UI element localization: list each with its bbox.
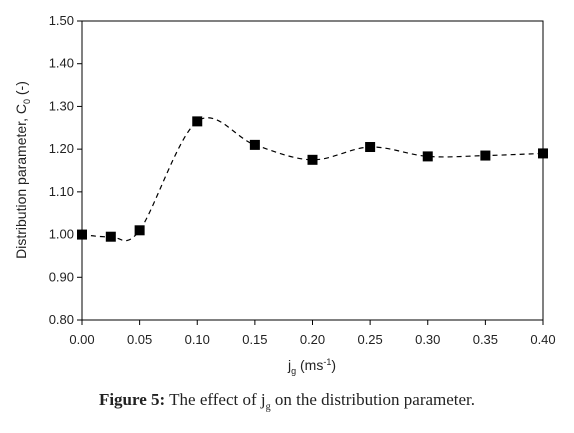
data-point <box>77 229 87 240</box>
caption-label: Figure 5: <box>98 390 166 409</box>
series-line <box>81 117 544 242</box>
x-tick-label: 0.15 <box>242 332 267 347</box>
series-markers <box>77 116 548 242</box>
x-tick-label: 0.10 <box>185 332 210 347</box>
data-point <box>422 151 433 162</box>
figure-caption: Figure 5: The effect of jg on the distri… <box>0 390 574 412</box>
chart: 0.800.901.001.101.201.301.401.50 0.00 0.0… <box>13 13 556 376</box>
y-tick-label: 1.10 <box>49 184 74 199</box>
caption-text-end: on the distribution parameter. <box>270 390 476 409</box>
x-axis-label: jg (ms-1) <box>287 357 336 376</box>
y-tick-label: 0.90 <box>49 269 74 284</box>
data-point <box>480 150 491 161</box>
y-tick-label: 1.40 <box>49 56 74 71</box>
y-axis: 0.80 0.90 1.00 1.10 1.20 1.30 1.40 1.50 <box>49 13 82 327</box>
x-tick-label: 0.20 <box>300 332 325 347</box>
x-tick-label: 0.30 <box>415 332 440 347</box>
data-point <box>365 142 376 153</box>
x-tick-label: 0.05 <box>127 332 152 347</box>
y-tick-label: 0.80 <box>49 312 74 327</box>
plot-frame <box>81 20 544 321</box>
data-point <box>134 225 145 236</box>
y-tick-label: 1.20 <box>49 141 74 156</box>
y-axis-label: Distribution parameter, C0 (-) <box>13 81 32 259</box>
data-point <box>105 231 116 242</box>
x-tick-label: 0.40 <box>530 332 555 347</box>
x-tick-label: 0.35 <box>473 332 498 347</box>
x-axis: 0.00 0.05 0.10 0.15 0.20 0.25 0.30 0.35 0.40 <box>69 320 556 347</box>
data-point <box>192 116 203 127</box>
caption-text: The effect of j <box>165 390 266 409</box>
y-tick-label: 1.50 <box>49 13 74 28</box>
data-point <box>307 154 318 165</box>
caption-subscript: g <box>265 401 271 413</box>
data-point <box>249 139 260 150</box>
x-tick-label: 0.25 <box>357 332 382 347</box>
y-tick-label: 1.30 <box>49 98 74 113</box>
data-point <box>538 148 548 159</box>
y-tick-label: 1.00 <box>49 227 74 242</box>
x-tick-label: 0.00 <box>69 332 94 347</box>
